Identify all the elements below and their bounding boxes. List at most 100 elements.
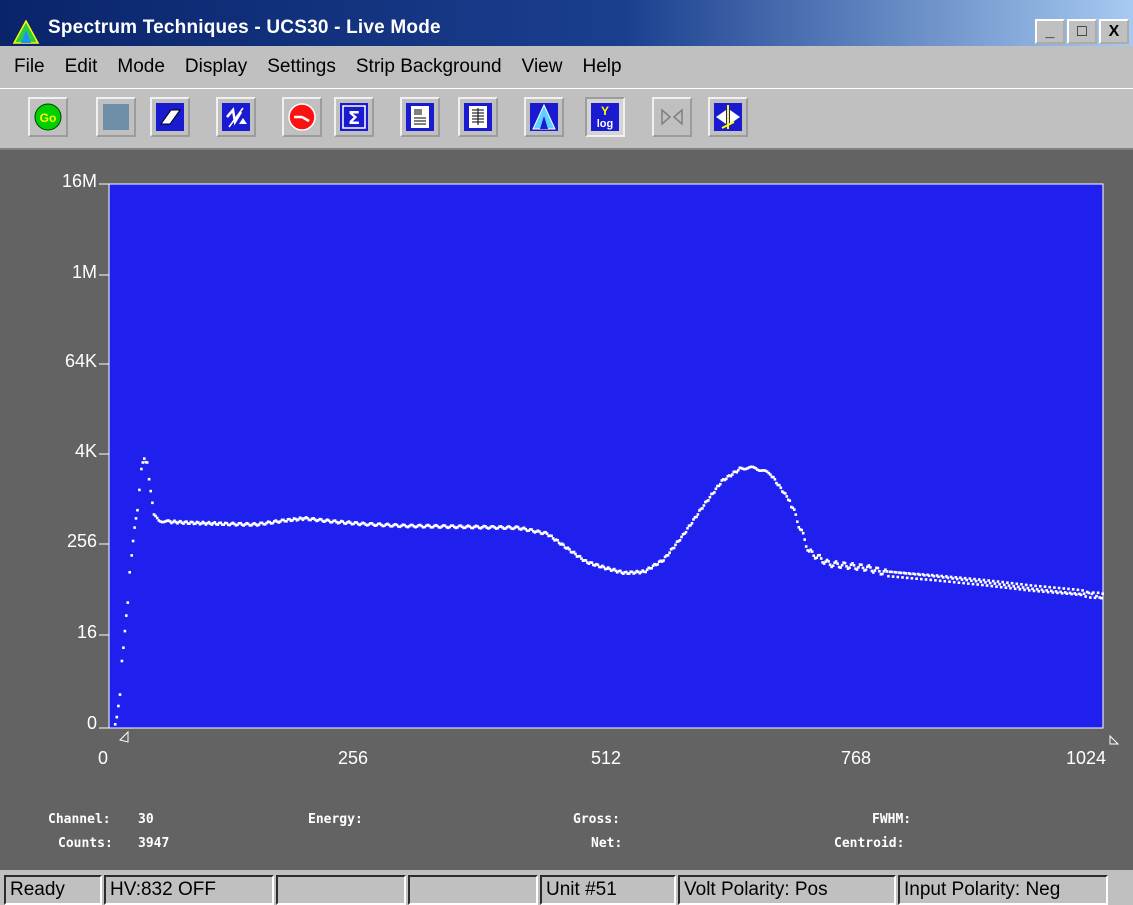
spectrum-point bbox=[213, 521, 217, 524]
spectrum-point bbox=[521, 527, 524, 530]
spectrum-point bbox=[728, 474, 731, 477]
menu-strip-background[interactable]: Strip Background bbox=[355, 56, 502, 77]
spectrum-point bbox=[366, 524, 369, 527]
spectrum-point bbox=[1067, 587, 1070, 591]
spectrum-point bbox=[708, 495, 712, 499]
menu-mode[interactable]: Mode bbox=[117, 56, 165, 77]
spectrum-point bbox=[974, 579, 978, 583]
spectrum-point bbox=[976, 583, 979, 586]
spectrum-point bbox=[607, 566, 610, 569]
spectrum-point bbox=[918, 573, 921, 577]
spectrum-point bbox=[307, 518, 311, 522]
x-tick-label: 256 bbox=[337, 748, 369, 768]
spectrum-point bbox=[982, 578, 986, 582]
spectrum-point bbox=[300, 517, 303, 520]
sum-button[interactable]: Σ bbox=[334, 97, 374, 137]
spectrum-point bbox=[403, 523, 406, 527]
zoom-button[interactable] bbox=[708, 97, 748, 137]
spectrum-point bbox=[355, 521, 358, 524]
spectrum-point bbox=[952, 580, 956, 584]
x-tick-label: 0 bbox=[97, 748, 108, 768]
spectrum-point bbox=[713, 491, 716, 494]
spectrum-point bbox=[935, 574, 939, 577]
report-button[interactable] bbox=[400, 97, 440, 137]
y-log-button[interactable]: Y log bbox=[585, 97, 625, 137]
spectrum-point bbox=[599, 565, 603, 569]
spectrum-point bbox=[1015, 582, 1019, 586]
spectrum-point bbox=[490, 525, 493, 528]
left-marker-icon[interactable] bbox=[119, 730, 129, 743]
spectrum-point bbox=[491, 525, 495, 528]
calibrate-button[interactable] bbox=[216, 97, 256, 137]
spectrum-point bbox=[632, 572, 635, 575]
maximize-button[interactable]: □ bbox=[1067, 19, 1097, 44]
spectrum-point bbox=[206, 522, 209, 525]
spectrum-point bbox=[767, 471, 771, 475]
minimize-button[interactable]: _ bbox=[1035, 19, 1065, 44]
spectrum-point bbox=[671, 547, 674, 550]
peak-button[interactable] bbox=[524, 97, 564, 137]
spectrum-point bbox=[675, 540, 679, 543]
spectrum-point bbox=[485, 526, 489, 529]
spectrum-point bbox=[737, 468, 740, 472]
spectrum-point bbox=[484, 525, 487, 528]
spectrum-point bbox=[984, 581, 987, 584]
spectrum-point bbox=[941, 576, 945, 579]
spectrum-point bbox=[1012, 584, 1015, 588]
menu-file[interactable]: File bbox=[14, 56, 45, 77]
spectrum-point bbox=[266, 520, 270, 523]
timer-button[interactable] bbox=[282, 97, 322, 137]
spectrum-point bbox=[870, 569, 874, 573]
menu-settings[interactable]: Settings bbox=[267, 56, 336, 77]
spectrum-point bbox=[1082, 592, 1086, 595]
spectrum-point bbox=[194, 522, 197, 525]
spectrum-point bbox=[303, 517, 306, 520]
spectrum-point bbox=[504, 527, 507, 530]
report-icon bbox=[406, 103, 434, 131]
spectrum-point bbox=[622, 572, 625, 575]
spectrum-point bbox=[726, 474, 730, 478]
centroid-label: Centroid: bbox=[834, 836, 905, 851]
spectrum-point bbox=[429, 526, 433, 529]
spectrum-point bbox=[310, 517, 314, 520]
spectrum-point bbox=[797, 526, 801, 529]
spectrum-point bbox=[409, 523, 413, 527]
erase-button[interactable] bbox=[150, 97, 190, 137]
expand-button[interactable] bbox=[652, 97, 692, 137]
spectrum-point bbox=[705, 499, 709, 503]
menu-edit[interactable]: Edit bbox=[64, 56, 98, 77]
spectrum-point bbox=[815, 556, 818, 559]
spectrum-point bbox=[204, 523, 208, 526]
spectrum-point bbox=[645, 568, 649, 571]
spectrum-point bbox=[207, 520, 211, 524]
spectrum-point bbox=[851, 562, 854, 565]
right-marker-icon[interactable] bbox=[1109, 734, 1120, 745]
spectrum-point bbox=[592, 563, 595, 567]
spectrum-point bbox=[1039, 585, 1042, 588]
menu-help[interactable]: Help bbox=[582, 56, 622, 77]
close-button[interactable]: X bbox=[1099, 19, 1129, 44]
spectrum-point bbox=[551, 537, 555, 540]
spectrum-point bbox=[329, 521, 332, 524]
spectrum-point bbox=[406, 525, 409, 529]
spectrum-point bbox=[794, 513, 798, 516]
stop-button[interactable] bbox=[96, 97, 136, 137]
menu-view[interactable]: View bbox=[521, 56, 563, 77]
spectrum-point bbox=[554, 538, 558, 541]
spectrum-point bbox=[857, 566, 860, 569]
spectrum-chart[interactable] bbox=[0, 150, 1133, 870]
spectrum-point bbox=[437, 525, 441, 529]
spectrum-point bbox=[905, 576, 909, 580]
go-button[interactable]: Go bbox=[28, 97, 68, 137]
spectrum-point bbox=[335, 520, 338, 524]
plot-background[interactable] bbox=[108, 183, 1104, 729]
menu-display[interactable]: Display bbox=[184, 56, 248, 77]
spectrum-point bbox=[938, 579, 942, 583]
spectrum-point bbox=[143, 457, 146, 460]
spectrum-point bbox=[810, 550, 814, 553]
spectrum-point bbox=[353, 521, 357, 524]
spectrum-point bbox=[834, 560, 838, 563]
spectrum-point bbox=[915, 577, 918, 580]
spectrum-point bbox=[115, 715, 119, 719]
table-button[interactable] bbox=[458, 97, 498, 137]
